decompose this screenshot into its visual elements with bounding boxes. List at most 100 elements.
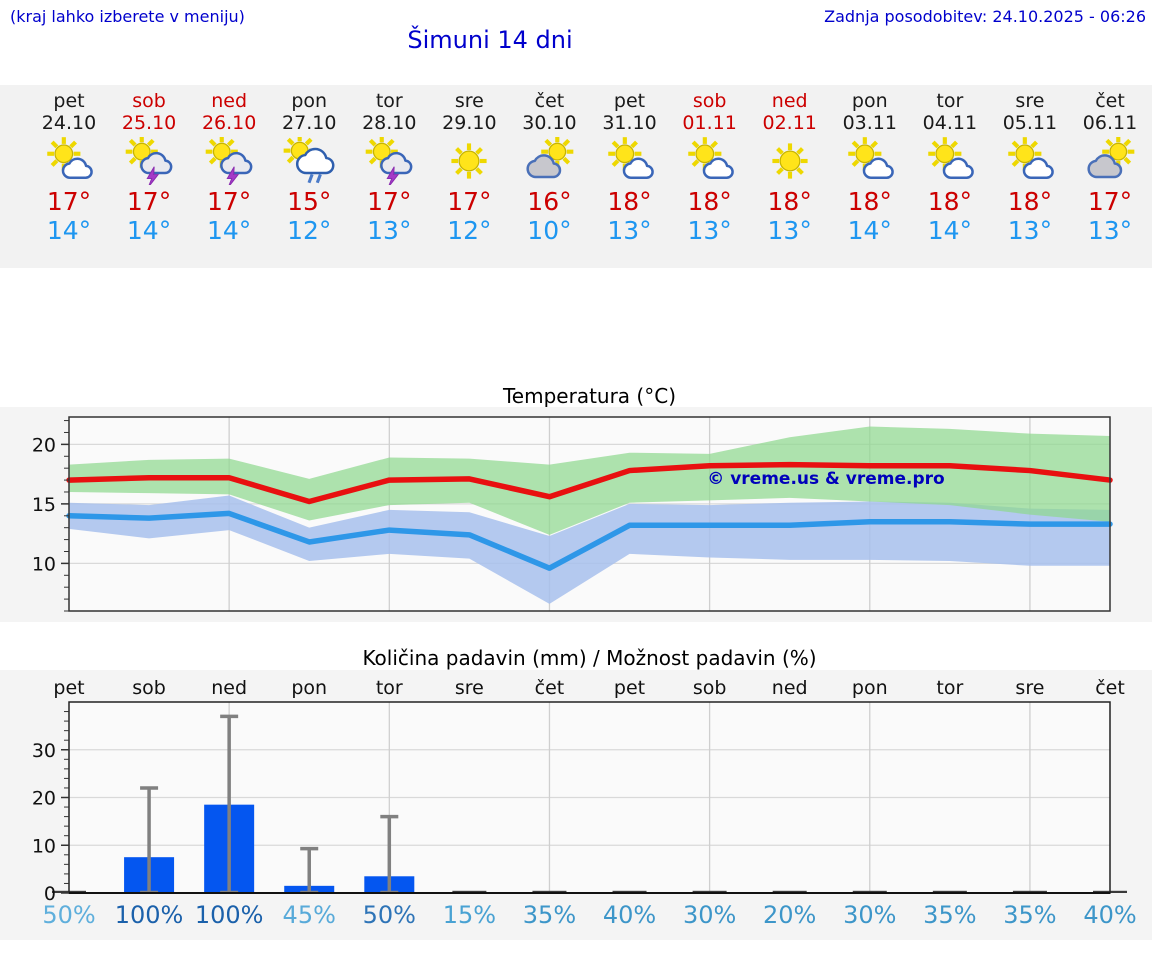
precip-day-label: čet <box>535 677 565 699</box>
max-temp-range-band <box>69 426 1110 535</box>
precip-probability-label: 35% <box>523 901 576 929</box>
day-name: pon <box>291 90 328 112</box>
cloud-icon <box>942 157 974 180</box>
day-name: sob <box>692 90 727 112</box>
forecast-strip: pet 24.10 17° 14° sob 25.10 17° 14° ned 26.10 17° 1… <box>0 85 1152 268</box>
forecast-day-column: pon 27.10 15° 12° <box>268 85 350 245</box>
y-tick-label: 10 <box>32 553 56 575</box>
forecast-day-column: sre 05.11 18° 13° <box>989 85 1071 245</box>
low-temp: 13° <box>367 216 412 245</box>
precip-bar-zero <box>932 890 967 893</box>
menu-hint: (kraj lahko izberete v meniju) <box>10 7 245 26</box>
cloud-icon <box>296 147 335 175</box>
raindrops-icon <box>307 173 323 184</box>
high-temp: 16° <box>527 187 572 216</box>
cloud-icon <box>702 157 734 180</box>
max-temp-line <box>66 461 1113 505</box>
rain-shower-icon <box>283 137 335 184</box>
high-temp: 18° <box>1007 187 1053 216</box>
day-date: 29.10 <box>442 112 497 134</box>
low-temp: 14° <box>126 216 172 245</box>
precip-day-label: sob <box>693 677 727 699</box>
precip-probability-label: 30% <box>683 901 736 929</box>
forecast-day-column: sob 25.10 17° 14° <box>108 85 190 245</box>
thunderstorm-icon <box>205 137 253 185</box>
y-tick-label: 10 <box>32 835 56 857</box>
precip-probability-label: 50% <box>42 901 95 929</box>
low-temp: 13° <box>767 216 812 245</box>
precip-bar-zero <box>852 890 887 893</box>
day-date: 02.11 <box>762 112 817 134</box>
precip-bar-zero <box>1012 890 1047 893</box>
precipitation-chart: pet sob ned pon tor sre čet pet sob ned pon tor sre č… <box>0 670 1152 940</box>
day-name: čet <box>534 90 565 112</box>
cloud-icon <box>220 151 253 175</box>
precip-day-label: tor <box>936 677 963 699</box>
cloud-icon <box>862 157 894 180</box>
temperature-chart: © vreme.us & vreme.pro 10 15 20 <box>0 407 1152 622</box>
day-date: 05.11 <box>1002 112 1058 134</box>
watermark-link[interactable]: © vreme.us & vreme.pro <box>707 469 944 489</box>
min-temp-line <box>66 510 1113 571</box>
high-temp: 17° <box>447 187 492 216</box>
high-temp: 18° <box>687 187 732 216</box>
sun-small-cloud-icon <box>47 137 93 180</box>
precip-probability-label: 100% <box>195 901 264 929</box>
precip-probability-label: 35% <box>923 901 976 929</box>
day-date: 31.10 <box>602 112 657 134</box>
precip-bar-zero <box>612 890 647 893</box>
sun-icon <box>772 143 808 179</box>
low-temp: 13° <box>607 216 652 245</box>
day-name: pet <box>53 90 85 112</box>
high-temp: 18° <box>847 187 892 216</box>
precip-day-label: pet <box>614 677 645 699</box>
day-name: sob <box>132 90 166 112</box>
y-tick-label: 30 <box>32 740 56 762</box>
sun-gray-cloud-icon <box>526 137 574 179</box>
sun-small-cloud-icon <box>687 137 734 180</box>
low-temp: 13° <box>687 216 732 245</box>
sun-icon <box>848 137 882 171</box>
precip-day-label: sob <box>132 677 166 699</box>
y-tick-label: 20 <box>32 434 56 456</box>
day-date: 26.10 <box>201 112 257 134</box>
day-name: čet <box>1095 90 1125 112</box>
precip-day-label: čet <box>1095 677 1125 699</box>
day-date: 01.11 <box>682 112 737 134</box>
precip-probability-label: 30% <box>843 901 896 929</box>
high-temp: 18° <box>607 187 652 216</box>
cloud-icon <box>380 151 413 175</box>
forecast-day-column: ned 02.11 18° 13° <box>749 85 831 245</box>
day-name: sre <box>1015 90 1045 112</box>
thunderstorm-icon <box>365 137 413 185</box>
precip-day-label: sre <box>1015 677 1044 699</box>
precip-day-label: pon <box>291 677 327 699</box>
thunderstorm-icon <box>125 137 173 185</box>
cloud-icon <box>1087 154 1123 179</box>
high-temp: 15° <box>287 187 332 216</box>
day-date: 30.10 <box>522 112 577 134</box>
sun-small-cloud-icon <box>607 137 654 180</box>
precip-day-label: ned <box>211 677 247 699</box>
day-date: 27.10 <box>282 112 337 134</box>
sun-icon <box>451 143 487 179</box>
precip-bar-zero <box>772 890 807 893</box>
sun-icon <box>365 137 399 168</box>
precip-probability-label: 100% <box>115 901 184 929</box>
forecast-day-column: čet 06.11 17° 13° <box>1069 85 1151 245</box>
y-tick-label: 0 <box>44 883 56 905</box>
day-name: sre <box>454 90 484 112</box>
day-date: 06.11 <box>1082 112 1138 134</box>
sun-gray-cloud-icon <box>1087 137 1135 179</box>
precip-bar-zero <box>532 890 567 893</box>
low-temp: 14° <box>847 216 892 245</box>
precip-probability-label: 50% <box>363 901 416 929</box>
forecast-day-column: pet 24.10 17° 14° <box>28 85 110 245</box>
precip-day-label: ned <box>772 677 808 699</box>
forecast-day-column: sre 29.10 17° 12° <box>428 85 510 245</box>
forecast-day-column: čet 30.10 16° 10° <box>508 85 590 245</box>
forecast-day-column: tor 04.11 18° 14° <box>909 85 991 245</box>
precip-day-label: tor <box>376 677 403 699</box>
cloud-icon <box>140 151 173 175</box>
precip-day-label: sre <box>455 677 484 699</box>
